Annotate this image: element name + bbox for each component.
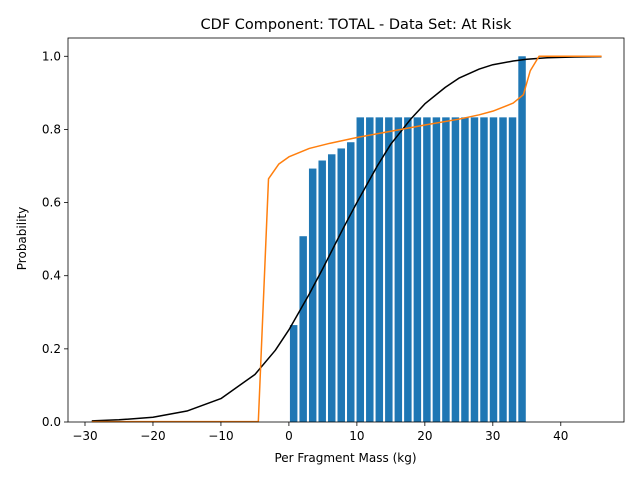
bar <box>366 117 374 423</box>
bar <box>480 117 488 423</box>
x-tick-label: 10 <box>349 429 364 443</box>
bar <box>432 117 441 423</box>
y-tick-label: 0.6 <box>42 196 61 210</box>
bar <box>347 142 355 422</box>
bar <box>413 117 422 423</box>
bar <box>442 117 450 423</box>
x-tick-label: −30 <box>72 429 97 443</box>
chart-title: CDF Component: TOTAL - Data Set: At Risk <box>201 17 513 33</box>
bar <box>518 56 526 423</box>
y-tick-label: 0.4 <box>42 269 61 283</box>
bar <box>423 117 431 423</box>
x-tick-label: 30 <box>485 429 500 443</box>
x-axis-label: Per Fragment Mass (kg) <box>274 451 416 465</box>
bar <box>375 117 384 423</box>
bars-layer <box>289 56 526 423</box>
x-axis: −30 −20 −10 0 10 20 30 40 <box>72 422 568 443</box>
bar <box>489 117 498 423</box>
y-tick-label: 1.0 <box>42 49 61 63</box>
bar <box>289 325 298 422</box>
bar <box>385 117 393 423</box>
bar <box>299 236 307 422</box>
y-axis-label: Probability <box>15 207 29 270</box>
bar <box>327 154 336 422</box>
bar <box>394 117 403 423</box>
bar <box>308 168 317 422</box>
bar <box>404 117 412 423</box>
x-tick-label: −10 <box>208 429 233 443</box>
series-line <box>91 55 602 423</box>
plot-frame <box>67 37 625 423</box>
bar <box>461 117 469 423</box>
x-tick-label: 0 <box>285 429 293 443</box>
lines-layer <box>91 55 602 423</box>
bar <box>318 160 326 422</box>
x-tick-label: 40 <box>553 429 568 443</box>
series-line <box>91 55 602 422</box>
y-tick-label: 0.2 <box>42 342 61 356</box>
bar <box>508 117 517 423</box>
y-tick-label: 0.8 <box>42 122 61 136</box>
bar <box>499 117 507 423</box>
bar <box>337 148 345 422</box>
y-tick-label: 0.0 <box>42 415 61 429</box>
bar <box>356 117 365 423</box>
x-tick-label: −20 <box>140 429 165 443</box>
bar <box>470 117 479 423</box>
x-tick-label: 20 <box>417 429 432 443</box>
y-axis: 0.0 0.2 0.4 0.6 0.8 1.0 <box>42 49 68 429</box>
bar <box>451 117 460 423</box>
